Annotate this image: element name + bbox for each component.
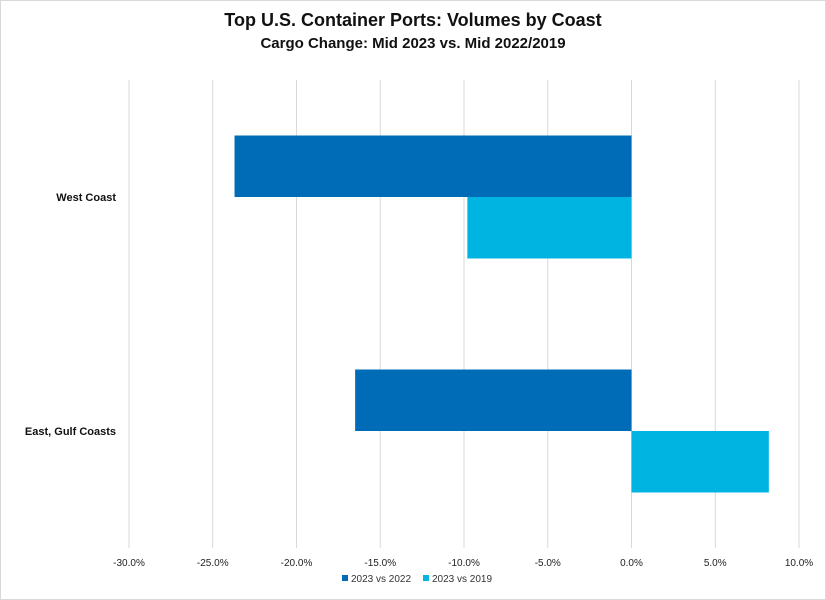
x-tick-label: 5.0%: [704, 558, 727, 569]
bar-2023-vs-2019: [467, 197, 632, 259]
legend-label: 2023 vs 2022: [351, 574, 411, 585]
bar-2023-vs-2022: [234, 135, 632, 197]
x-tick-label: -5.0%: [535, 558, 561, 569]
legend-swatch: [342, 575, 348, 581]
x-tick-label: -25.0%: [197, 558, 229, 569]
category-label: West Coast: [56, 192, 116, 204]
x-tick-label: 0.0%: [620, 558, 643, 569]
bar-2023-vs-2019: [631, 431, 769, 493]
x-tick-label: -10.0%: [448, 558, 480, 569]
category-label: East, Gulf Coasts: [25, 426, 116, 438]
bar-2023-vs-2022: [355, 369, 632, 431]
x-tick-label: -15.0%: [364, 558, 396, 569]
legend-label: 2023 vs 2019: [432, 574, 492, 585]
x-tick-label: -20.0%: [281, 558, 313, 569]
x-tick-label: 10.0%: [785, 558, 813, 569]
chart-subtitle: Cargo Change: Mid 2023 vs. Mid 2022/2019: [260, 35, 566, 52]
legend-swatch: [423, 575, 429, 581]
x-tick-label: -30.0%: [113, 558, 145, 569]
chart-title: Top U.S. Container Ports: Volumes by Coa…: [224, 10, 602, 30]
